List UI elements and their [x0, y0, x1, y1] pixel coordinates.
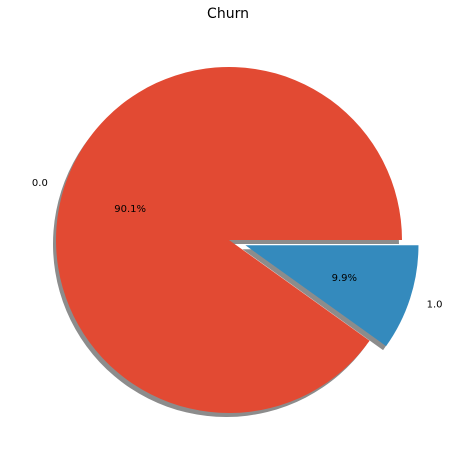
pie-slice-0	[56, 66, 403, 413]
pie-slice-1	[245, 245, 419, 347]
pie-pct-label-0: 90.1%	[114, 204, 146, 215]
pie-category-label-1: 1.0	[427, 300, 443, 311]
pie-slices	[56, 66, 419, 413]
chart-title: Churn	[207, 6, 249, 22]
pie-labels: 90.1% 0.0 9.9% 1.0	[32, 178, 443, 311]
pie-pct-label-1: 9.9%	[332, 273, 357, 284]
pie-category-label-0: 0.0	[32, 178, 48, 189]
